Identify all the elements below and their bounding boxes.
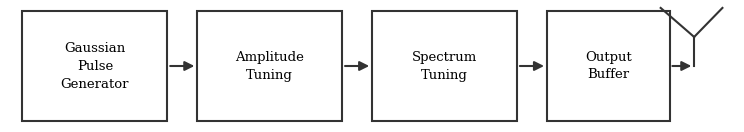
- Bar: [197, 11, 342, 121]
- Text: Output
Buffer: Output Buffer: [585, 51, 632, 81]
- Text: Amplitude
Tuning: Amplitude Tuning: [235, 51, 304, 81]
- Bar: [372, 11, 517, 121]
- Bar: [547, 11, 670, 121]
- Bar: [22, 11, 167, 121]
- Text: Spectrum
Tuning: Spectrum Tuning: [412, 51, 477, 81]
- Text: Gaussian
Pulse
Generator: Gaussian Pulse Generator: [60, 41, 129, 91]
